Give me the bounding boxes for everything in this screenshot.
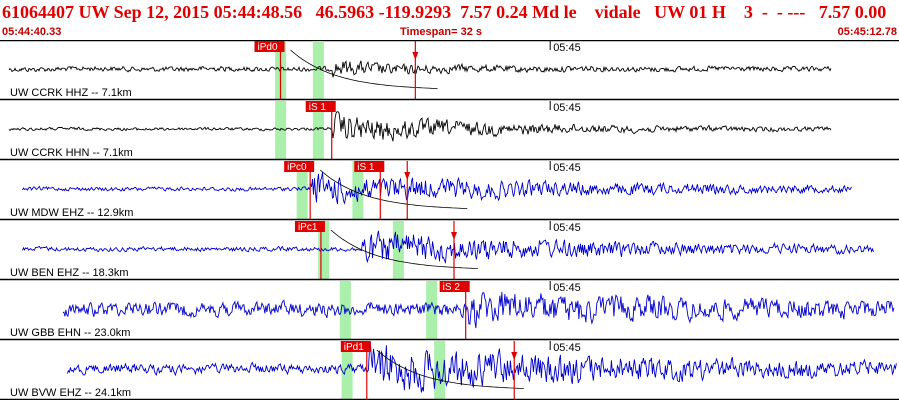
channel-label: UW BEN EHZ -- 18.3km bbox=[10, 267, 129, 279]
minute-label: 05:45 bbox=[553, 282, 581, 294]
phase-window bbox=[426, 281, 438, 339]
channel-row[interactable]: 05:45 iS 2 UW GBB EHN -- 23.0km bbox=[0, 281, 899, 341]
phase-pick-marker bbox=[511, 352, 518, 360]
coda-decay-curve bbox=[376, 349, 524, 389]
channel-label: UW MDW EHZ -- 12.9km bbox=[10, 207, 133, 219]
phase-pick-marker bbox=[412, 52, 419, 60]
phase-pick-label: iS 1 bbox=[309, 102, 327, 113]
phase-pick-flag bbox=[284, 161, 315, 172]
phase-pick-flag bbox=[340, 341, 371, 352]
channel-row[interactable]: 05:45 iS 1 UW CCRK HHN -- 7.1km bbox=[0, 101, 899, 161]
window-start-time: 05:44:40.33 bbox=[2, 26, 62, 38]
waveform-trace bbox=[66, 342, 897, 393]
phase-pick-flag bbox=[305, 101, 336, 112]
minute-label: 05:45 bbox=[553, 342, 581, 354]
waveform-trace bbox=[8, 111, 832, 142]
channel-row[interactable]: 05:45 iPd0 UW CCRK HHZ -- 7.1km bbox=[0, 41, 899, 101]
timespan-label: Timespan= 32 s bbox=[400, 26, 483, 38]
phase-pick-label: iS 2 bbox=[443, 282, 461, 293]
minute-label: 05:45 bbox=[553, 42, 581, 54]
phase-pick-marker bbox=[404, 172, 411, 180]
phase-window bbox=[296, 161, 308, 219]
seismogram-panel[interactable]: 05:45 iPd0 UW CCRK HHZ -- 7.1km 05:45 iS 1 UW… bbox=[0, 40, 899, 400]
window-end-time: 05:45:12.78 bbox=[837, 26, 897, 38]
waveform-trace bbox=[22, 230, 874, 265]
minute-label: 05:45 bbox=[553, 222, 581, 234]
waveform-trace bbox=[22, 171, 852, 205]
event-header: 61064407 UW Sep 12, 2015 05:44:48.56 46.… bbox=[2, 2, 887, 22]
channel-row[interactable]: 05:45 iPd1 UW BVW EHZ -- 24.1km bbox=[0, 341, 899, 400]
phase-pick-flag bbox=[439, 281, 470, 292]
channel-row[interactable]: 05:45 iPc0 iS 1 UW MDW EHZ -- 12.9km bbox=[0, 161, 899, 221]
minute-label: 05:45 bbox=[553, 102, 581, 114]
phase-pick-flag bbox=[294, 221, 325, 232]
phase-pick-label: iPd0 bbox=[257, 42, 277, 53]
phase-window bbox=[312, 41, 324, 99]
phase-pick-label: iPc1 bbox=[298, 222, 318, 233]
phase-pick-label: iPc0 bbox=[287, 162, 307, 173]
phase-window bbox=[312, 101, 324, 159]
waveform-trace bbox=[62, 291, 895, 329]
phase-pick-flag bbox=[354, 161, 385, 172]
phase-window bbox=[434, 341, 446, 399]
channel-label: UW CCRK HHZ -- 7.1km bbox=[10, 87, 132, 99]
coda-decay-curve bbox=[319, 169, 468, 209]
waveform-trace bbox=[8, 60, 832, 78]
phase-pick-marker bbox=[450, 232, 457, 240]
phase-window bbox=[392, 221, 404, 279]
phase-pick-flag bbox=[254, 41, 285, 52]
channel-label: UW BVW EHZ -- 24.1km bbox=[10, 387, 131, 399]
minute-label: 05:45 bbox=[553, 162, 581, 174]
channel-row[interactable]: 05:45 iPc1 UW BEN EHZ -- 18.3km bbox=[0, 221, 899, 281]
channel-label: UW CCRK HHN -- 7.1km bbox=[10, 147, 133, 159]
channel-label: UW GBB EHN -- 23.0km bbox=[10, 327, 130, 339]
phase-pick-label: iS 1 bbox=[357, 162, 375, 173]
phase-pick-label: iPd1 bbox=[344, 342, 364, 353]
phase-window bbox=[341, 341, 353, 399]
coda-decay-curve bbox=[290, 49, 438, 89]
